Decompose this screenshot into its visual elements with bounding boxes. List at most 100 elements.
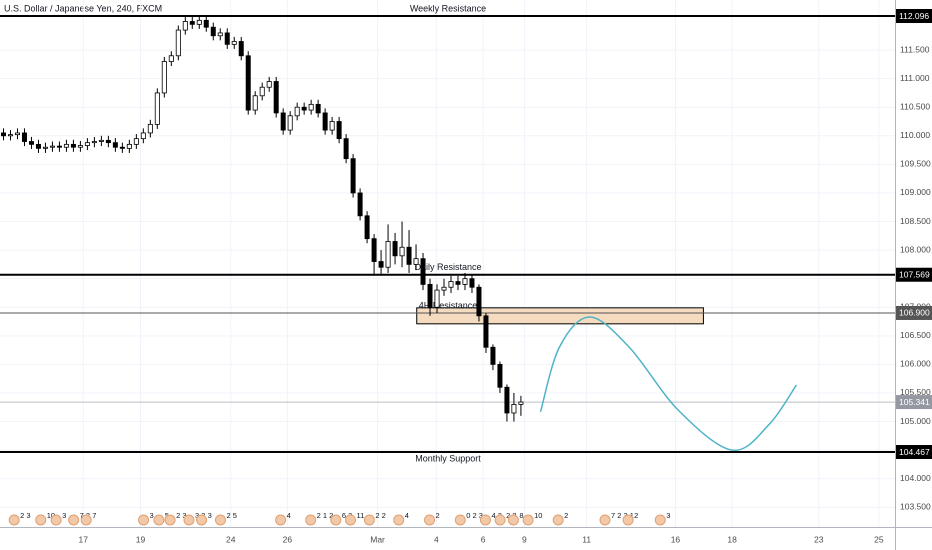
candle bbox=[70, 139, 76, 152]
candle bbox=[469, 274, 475, 293]
candle bbox=[231, 36, 237, 49]
candle-body bbox=[42, 146, 48, 149]
candle bbox=[126, 139, 132, 153]
candle-body bbox=[385, 241, 391, 268]
x-tick-label: 9 bbox=[522, 534, 527, 544]
candle-body bbox=[7, 134, 13, 137]
event-count: 3 bbox=[150, 511, 154, 520]
event-marker: 3 bbox=[196, 511, 212, 526]
candle-body bbox=[294, 106, 300, 117]
x-tick-label: 26 bbox=[283, 534, 293, 544]
candle bbox=[77, 140, 83, 152]
candle-body bbox=[357, 192, 363, 217]
candle bbox=[105, 135, 111, 148]
event-flag bbox=[622, 514, 634, 526]
event-count: 2 2 bbox=[375, 511, 385, 520]
event-marker: 10 bbox=[35, 511, 55, 526]
x-tick-label: 16 bbox=[671, 534, 681, 544]
candle-body bbox=[77, 145, 83, 148]
candle-body bbox=[49, 145, 55, 148]
candle-body bbox=[350, 158, 356, 194]
level-name: Weekly Resistance bbox=[410, 3, 486, 13]
candle-body bbox=[196, 19, 202, 25]
event-flag bbox=[80, 514, 92, 526]
y-tick-label: 104.000 bbox=[900, 473, 931, 483]
candle bbox=[483, 312, 489, 353]
event-count: 4 3 bbox=[491, 511, 501, 520]
candle bbox=[371, 234, 377, 276]
candle bbox=[28, 136, 34, 149]
candle bbox=[7, 130, 13, 141]
candle bbox=[308, 99, 314, 115]
grid bbox=[0, 0, 895, 527]
candle-body bbox=[343, 138, 349, 160]
y-tick-label: 106.000 bbox=[900, 359, 931, 369]
candle bbox=[175, 25, 181, 61]
event-marker: 2 bbox=[424, 511, 440, 526]
candle-body bbox=[287, 115, 293, 131]
event-marker: 4 3 bbox=[479, 511, 502, 526]
price-tag bbox=[896, 9, 932, 24]
x-tick-label: 23 bbox=[814, 534, 824, 544]
event-flag bbox=[599, 514, 611, 526]
event-flag bbox=[183, 514, 195, 526]
candle bbox=[336, 116, 342, 144]
candle bbox=[441, 278, 447, 296]
event-flag bbox=[196, 514, 208, 526]
candle-body bbox=[329, 121, 335, 131]
candle-body bbox=[189, 21, 195, 25]
price-tag-label: 105.341 bbox=[899, 397, 930, 407]
y-tick-label: 108.000 bbox=[900, 244, 931, 254]
price-tag-label: 104.467 bbox=[899, 447, 930, 457]
candle-body bbox=[406, 246, 412, 265]
candle bbox=[98, 135, 104, 147]
event-marker: 2 3 bbox=[8, 511, 31, 526]
candle bbox=[224, 28, 230, 49]
candle bbox=[413, 244, 419, 271]
event-marker: 7 bbox=[80, 511, 96, 526]
candle bbox=[455, 275, 461, 291]
event-flag bbox=[345, 514, 357, 526]
candle-body bbox=[378, 261, 384, 268]
candle-body bbox=[210, 26, 216, 37]
level-name: 4H Resistance bbox=[419, 300, 478, 310]
candle bbox=[196, 15, 202, 29]
candle bbox=[42, 142, 48, 153]
price-tag-label: 107.569 bbox=[899, 269, 930, 279]
candle bbox=[91, 136, 97, 148]
event-marker: 2 3 bbox=[164, 511, 187, 526]
candle bbox=[0, 128, 6, 141]
candle-body bbox=[455, 281, 461, 285]
event-marker: 0 2 3 bbox=[454, 511, 483, 526]
candle-body bbox=[476, 286, 482, 317]
candle-body bbox=[483, 315, 489, 348]
candle-body bbox=[322, 112, 328, 131]
event-marker: 10 bbox=[522, 511, 542, 526]
event-flag bbox=[8, 514, 20, 526]
candle bbox=[357, 188, 363, 221]
price-tag bbox=[896, 395, 932, 410]
candle bbox=[476, 284, 482, 322]
candle-body bbox=[35, 143, 41, 149]
candle bbox=[329, 116, 335, 135]
candle bbox=[217, 28, 223, 41]
price-tag bbox=[896, 267, 932, 282]
candle-body bbox=[56, 145, 62, 148]
candle-body bbox=[0, 132, 6, 137]
event-count: 2 1 2 bbox=[317, 511, 334, 520]
event-flag bbox=[494, 514, 506, 526]
event-marker: 7 2 3 1 bbox=[599, 511, 634, 526]
candle-body bbox=[266, 81, 272, 88]
event-marker: 2 2 bbox=[363, 511, 386, 526]
candle-body bbox=[224, 32, 230, 45]
candle bbox=[63, 139, 69, 152]
y-tick-label: 111.000 bbox=[900, 73, 930, 83]
candle bbox=[84, 138, 90, 151]
candle-body bbox=[336, 121, 342, 140]
event-marker: 6 3 bbox=[330, 511, 352, 526]
event-marker: 3 bbox=[654, 511, 670, 526]
candle-body bbox=[70, 143, 76, 148]
event-marker: 4 bbox=[275, 511, 291, 526]
candle-body bbox=[245, 55, 251, 111]
event-flag bbox=[654, 514, 666, 526]
